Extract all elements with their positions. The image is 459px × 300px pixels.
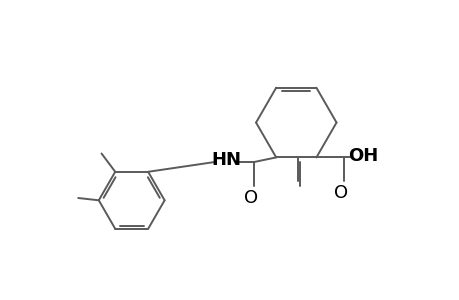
Text: OH: OH xyxy=(347,147,378,165)
Text: HN: HN xyxy=(211,151,241,169)
Text: O: O xyxy=(243,188,257,206)
Text: O: O xyxy=(333,184,347,202)
